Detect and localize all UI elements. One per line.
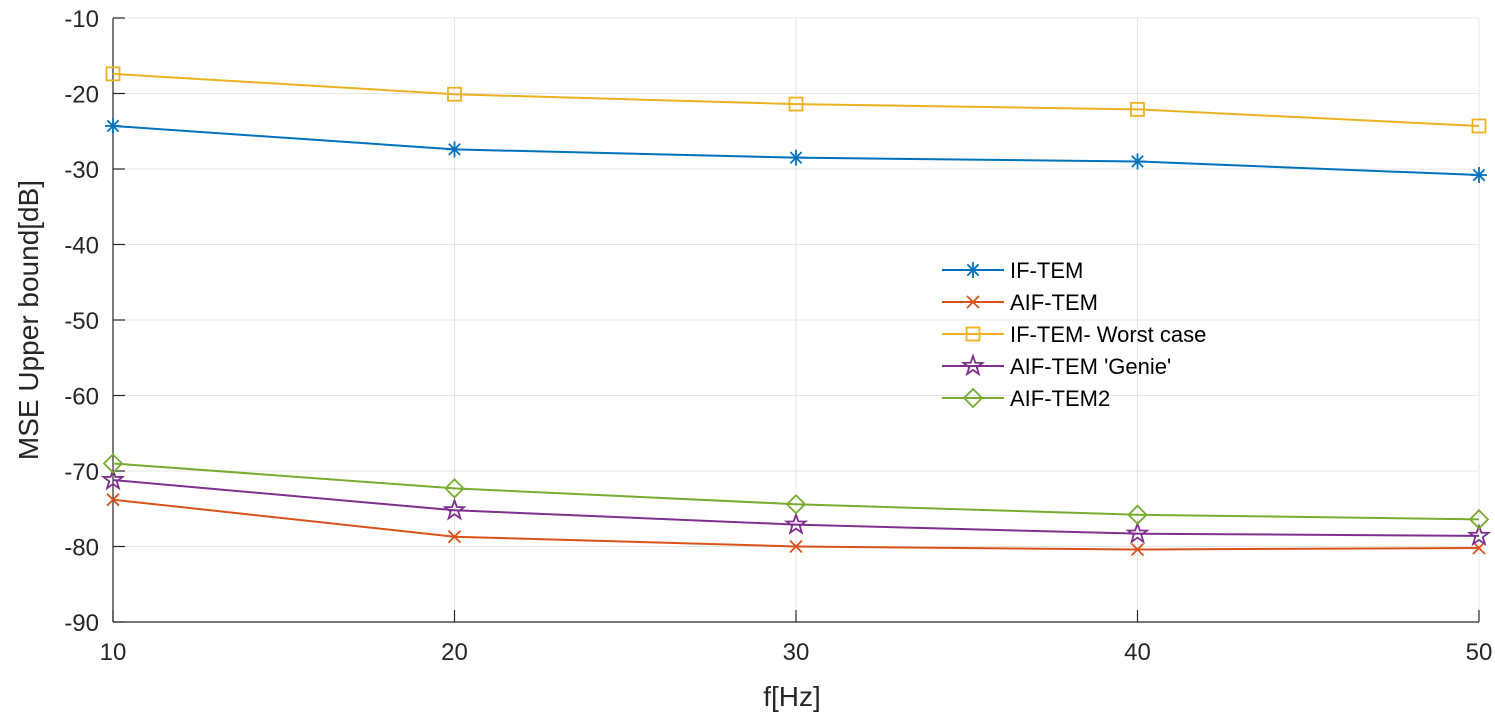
data-point — [1130, 542, 1145, 557]
legend-marker — [966, 295, 980, 309]
data-point — [105, 66, 121, 82]
legend-marker — [965, 262, 981, 278]
series-2 — [105, 66, 1487, 134]
legend-marker — [965, 326, 981, 342]
data-point — [106, 493, 120, 507]
data-point — [1130, 101, 1145, 117]
data-point — [447, 86, 462, 102]
legend-label: AIF-TEM 'Genie' — [1010, 354, 1171, 379]
data-point — [1127, 504, 1148, 526]
y-tick-label: -40 — [64, 233, 99, 260]
y-tick-label: -70 — [64, 459, 99, 486]
legend-label: IF-TEM- Worst case — [1010, 322, 1206, 347]
tick-labels: 10 20 30 40 50 -90 -80 -70 -60 -50 -40 -30 -20 -10 — [64, 6, 1492, 666]
data-point — [788, 96, 804, 112]
y-tick-label: -80 — [64, 535, 99, 562]
x-tick-label: 30 — [783, 639, 810, 666]
y-tick-label: -90 — [64, 610, 99, 637]
series-line — [112, 479, 1480, 537]
data-point — [1125, 520, 1150, 544]
series-1 — [106, 493, 1486, 557]
series-line — [112, 462, 1480, 521]
legend: IF-TEM AIF-TEM IF-TEM- Worst case AIF-TEM '… — [942, 258, 1206, 411]
data-point — [444, 478, 465, 499]
y-tick-label: -30 — [64, 157, 99, 184]
data-point — [105, 117, 121, 134]
grid — [112, 17, 1480, 623]
data-point — [102, 453, 124, 474]
legend-marker — [960, 353, 986, 377]
data-point — [1129, 153, 1146, 170]
y-tick-label: -50 — [64, 308, 99, 335]
data-point — [442, 497, 467, 521]
y-axis-label: MSE Upper bound[dB] — [13, 180, 44, 460]
legend-item: AIF-TEM — [942, 290, 1098, 315]
data-point — [447, 530, 462, 544]
data-point — [1472, 541, 1486, 555]
legend-item: AIF-TEM2 — [942, 386, 1110, 411]
series-3 — [100, 467, 1492, 547]
data-point — [789, 539, 803, 554]
legend-label: IF-TEM — [1010, 258, 1083, 283]
data-point — [785, 493, 807, 515]
series-0 — [105, 117, 1487, 184]
x-axis-label: f[Hz] — [763, 681, 821, 712]
x-tick-label: 10 — [100, 639, 127, 666]
legend-marker — [962, 387, 984, 409]
data-point — [100, 467, 126, 491]
data-point — [1471, 167, 1487, 184]
series-line — [112, 72, 1480, 127]
data-point — [1471, 118, 1487, 134]
x-tick-label: 20 — [441, 639, 468, 666]
data-point — [1466, 523, 1492, 547]
data-point — [783, 511, 809, 535]
data-point — [446, 141, 463, 158]
x-tick-label: 50 — [1466, 639, 1493, 666]
y-tick-label: -60 — [64, 384, 99, 411]
legend-item: AIF-TEM 'Genie' — [942, 353, 1171, 379]
legend-label: AIF-TEM2 — [1010, 386, 1110, 411]
series-layer — [100, 66, 1492, 557]
legend-item: IF-TEM — [942, 258, 1083, 283]
data-point — [1468, 509, 1490, 530]
data-point — [788, 149, 804, 166]
y-tick-label: -10 — [64, 6, 99, 33]
x-tick-label: 40 — [1124, 639, 1151, 666]
series-4 — [102, 453, 1490, 530]
legend-item: IF-TEM- Worst case — [942, 322, 1206, 347]
legend-label: AIF-TEM — [1010, 290, 1098, 315]
y-tick-label: -20 — [64, 82, 99, 109]
